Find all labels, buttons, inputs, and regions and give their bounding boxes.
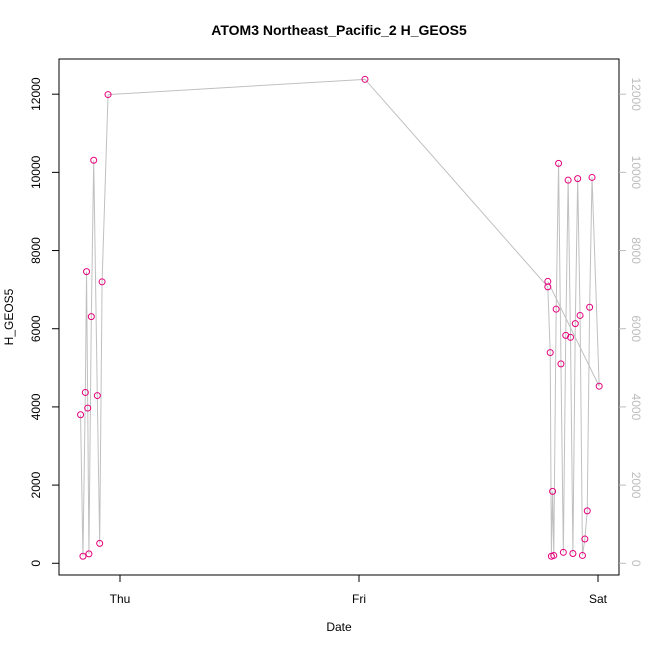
y-right-tick-label: 12000 [629, 77, 643, 111]
data-point [552, 305, 560, 313]
data-point [569, 550, 577, 557]
data-point [559, 548, 567, 556]
x-axis: Thu Fri Sat [110, 575, 608, 606]
y-tick-label: 10000 [29, 155, 43, 189]
chart-title: ATOM3 Northeast_Pacific_2 H_GEOS5 [211, 22, 467, 38]
y-right-tick-label: 2000 [629, 472, 643, 499]
data-point [574, 175, 582, 183]
series-line [80, 78, 600, 557]
data-point [555, 159, 563, 167]
data-point [98, 278, 106, 286]
y-tick-label: 8000 [29, 237, 43, 264]
data-point [83, 268, 91, 276]
data-point [546, 349, 554, 357]
y-tick-label: 12000 [29, 77, 43, 111]
data-point [81, 388, 89, 396]
x-axis-label: Date [326, 620, 352, 634]
x-tick-label: Thu [110, 592, 131, 606]
y-tick-label: 2000 [29, 471, 43, 498]
y-right-tick-label: 10000 [629, 156, 643, 190]
y-right-tick-label: 4000 [629, 394, 643, 421]
data-point [564, 176, 572, 184]
data-point [576, 311, 584, 319]
data-point [361, 75, 369, 83]
y-axis-right: 0 2000 4000 6000 8000 10000 12000 [619, 77, 643, 567]
data-point [544, 283, 552, 291]
data-point [586, 303, 594, 311]
data-point [77, 411, 85, 419]
data-point [588, 173, 596, 181]
data-point [550, 551, 558, 559]
y-right-tick-label: 0 [629, 560, 643, 567]
data-point [549, 487, 557, 495]
data-point [562, 331, 570, 339]
data-point [96, 539, 104, 547]
data-point [571, 320, 579, 328]
y-axis-label: H_GEOS5 [2, 288, 16, 345]
data-point [557, 360, 565, 368]
data-point [544, 277, 552, 285]
data-point [581, 535, 589, 543]
points-group [77, 75, 603, 560]
data-point [578, 551, 586, 559]
plot-frame [58, 58, 620, 576]
data-point [595, 382, 603, 390]
x-tick-label: Fri [352, 592, 366, 606]
data-point [90, 156, 98, 164]
data-point [93, 392, 101, 400]
series-line-group [80, 78, 600, 557]
data-point [87, 313, 95, 321]
data-point [583, 507, 591, 515]
x-tick-label: Sat [589, 592, 608, 606]
y-right-tick-label: 8000 [629, 237, 643, 264]
y-tick-label: 6000 [29, 315, 43, 342]
data-point [84, 404, 92, 412]
y-axis-left: 0 2000 4000 6000 8000 10000 12000 [29, 77, 59, 567]
data-point [79, 552, 87, 560]
y-right-tick-label: 6000 [629, 315, 643, 342]
data-point [85, 550, 93, 558]
y-tick-label: 0 [29, 560, 43, 567]
y-tick-label: 4000 [29, 393, 43, 420]
data-point [104, 91, 112, 99]
data-point [567, 333, 575, 341]
